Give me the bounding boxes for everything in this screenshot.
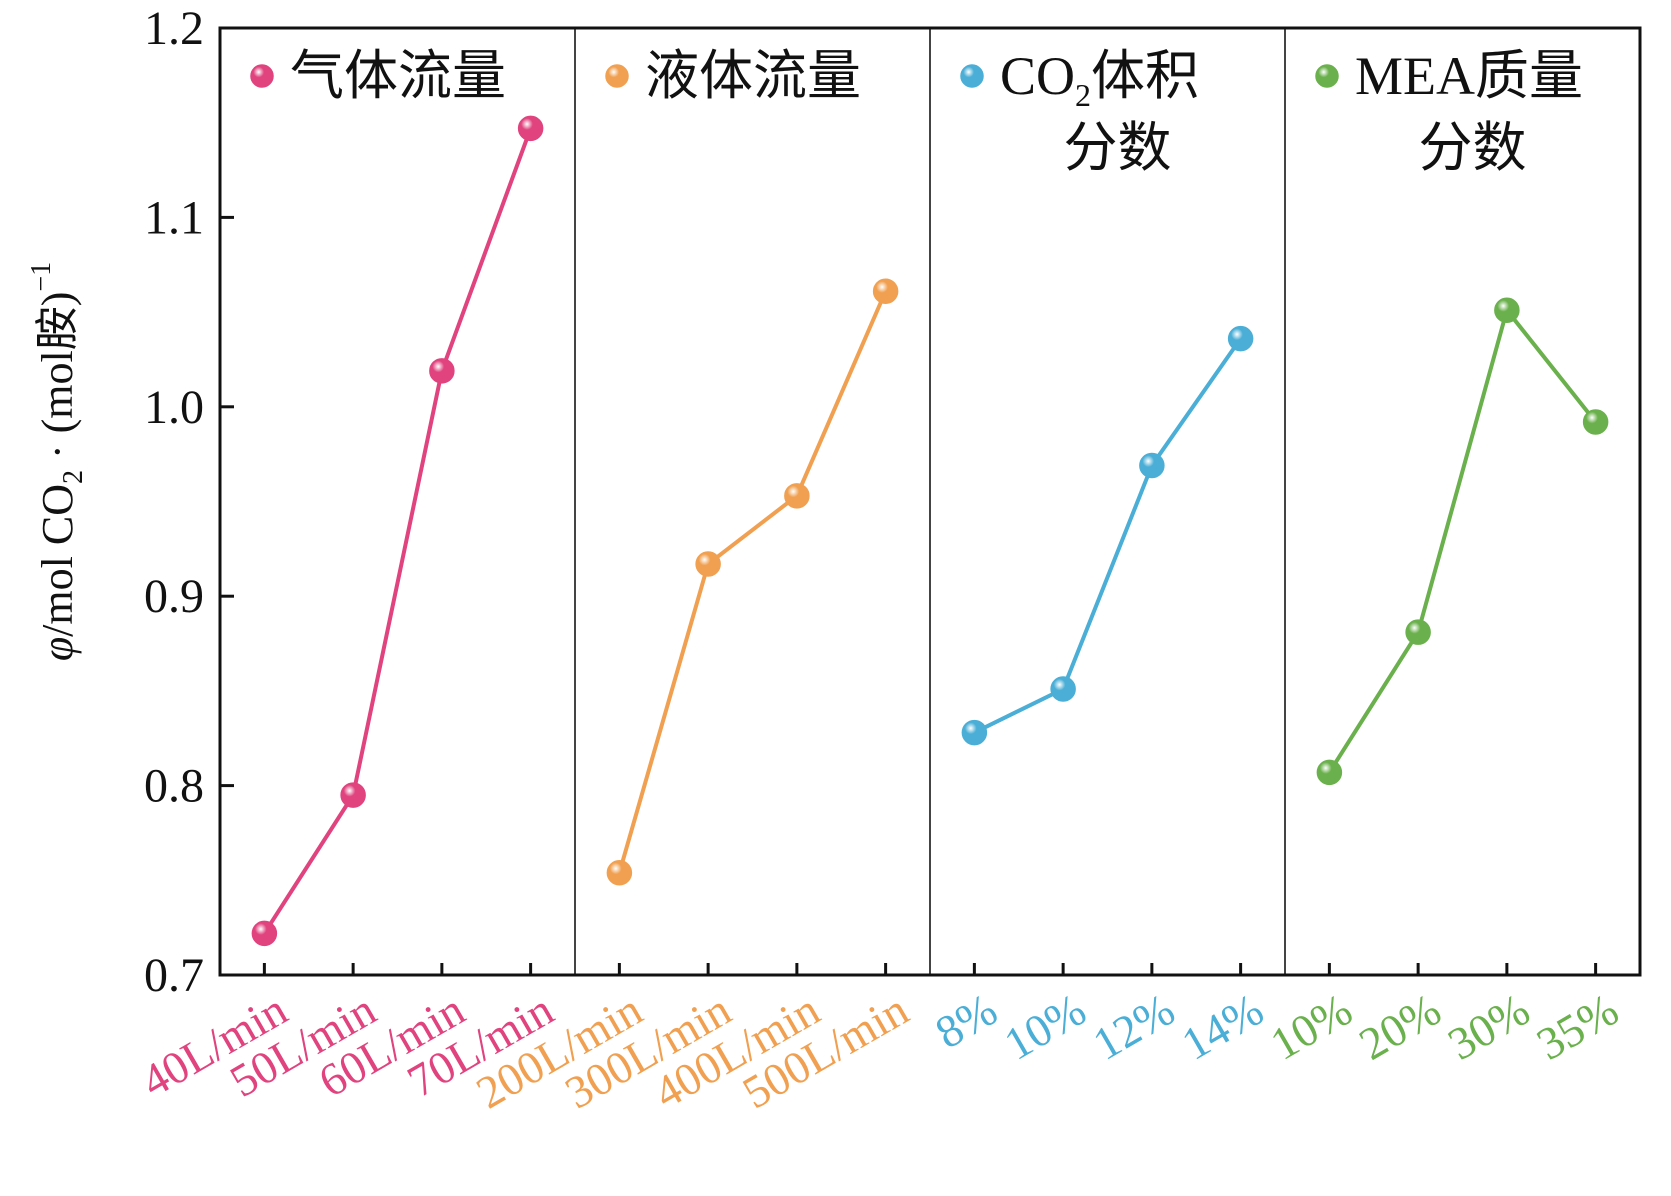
legend-marker [605,64,629,88]
legend-label: 分数 [1419,118,1527,178]
data-point [606,859,633,886]
legend-marker [1315,64,1339,88]
legend-label: 液体流量 [645,46,861,106]
legend-marker [250,64,274,88]
series-line [262,127,533,935]
data-point [1139,452,1165,479]
y-tick-label: 1.1 [144,191,204,244]
y-tick-label: 1.2 [144,2,204,55]
data-point [1582,409,1609,435]
y-tick-label: 0.9 [144,570,204,623]
y-axis-label: φ/mol CO2 · (mol胺)−1 [26,262,89,661]
data-point [1405,619,1431,645]
data-point [1050,676,1076,702]
data-point [517,115,544,142]
legend-label: 气体流量 [290,46,506,106]
data-point [429,358,455,384]
legend-label: 分数 [1064,118,1172,178]
y-tick-label: 0.7 [144,949,204,1002]
plot-frame [218,26,1642,977]
data-point [340,782,366,808]
data-point [1494,297,1520,323]
data-point [1227,325,1254,352]
data-point [961,719,988,746]
series-line [973,337,1243,735]
y-tick-label: 1.0 [144,381,204,434]
series-line [617,290,888,874]
legend-marker [960,64,984,88]
data-point [695,551,721,577]
data-point [251,920,278,947]
legend-label: MEA质量 [1355,46,1583,106]
legend-label: CO2体积 [1000,46,1199,113]
data-point [1316,759,1343,786]
data-point [872,278,899,305]
data-point [784,483,810,509]
y-tick-label: 0.8 [144,760,204,813]
series-line [1327,305,1598,774]
